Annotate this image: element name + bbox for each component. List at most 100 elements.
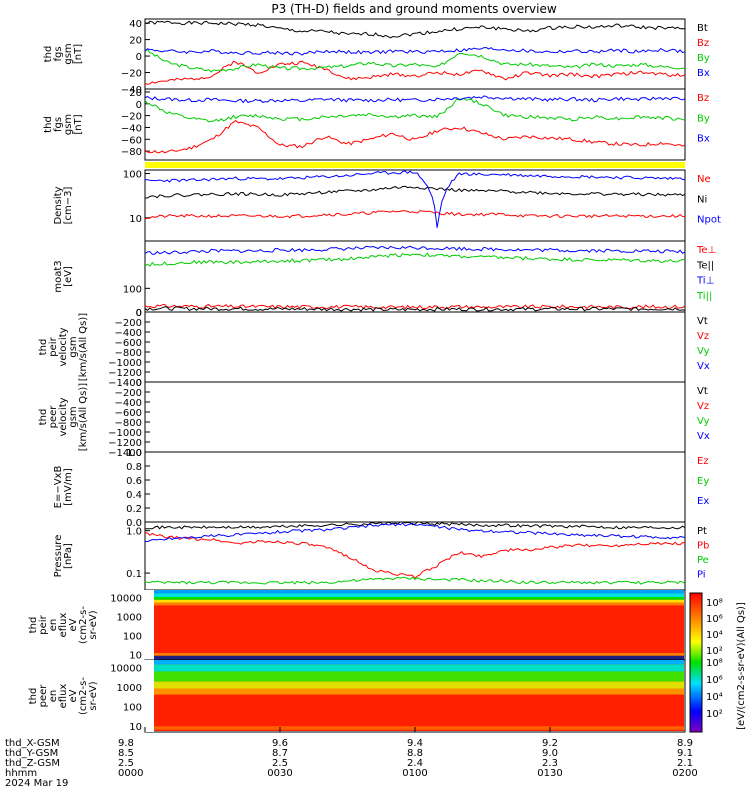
y-axis-label: Density — [53, 186, 64, 224]
y-tick-label: −400 — [115, 398, 142, 409]
series-Ti|| — [144, 252, 686, 267]
y-tick-label: 100 — [123, 631, 142, 642]
panel-thd_peir_en_eflux: 10000 1000 100 10 thd peir en eflux eV (cm2-s-sr-… — [28, 589, 686, 661]
spectrogram-band — [146, 597, 684, 600]
x-row-value: 8.9 — [677, 738, 693, 749]
y-tick-label: −1000 — [108, 358, 142, 369]
legend-Ez: Ez — [697, 456, 709, 467]
y-tick-label: 0 — [136, 52, 142, 63]
y-axis-label: [eV] — [63, 266, 74, 287]
y-axis-label: [nT] — [73, 114, 84, 134]
x-row-value: 0130 — [537, 768, 562, 779]
legend-By: By — [697, 113, 710, 124]
y-axis-label: sr-eV) — [88, 610, 99, 639]
y-axis-label: E=−VxB — [53, 466, 64, 509]
legend-Pe: Pe — [697, 555, 709, 566]
y-axis-label: [nPa] — [63, 543, 74, 569]
y-axis-label: [km/s(All Qs)] — [78, 383, 89, 451]
spectrogram-band — [146, 681, 684, 689]
y-axis-label: [nT] — [73, 44, 84, 64]
y-tick-label: 20 — [129, 36, 142, 47]
y-axis-label: sr-eV) — [88, 681, 99, 710]
series-Ni — [145, 185, 686, 199]
y-tick-label: 10 — [129, 214, 142, 225]
x-row-value: 2.5 — [272, 758, 288, 769]
legend-Pt: Pt — [697, 526, 707, 537]
spectrogram-gap — [144, 590, 154, 660]
spectrogram-band — [146, 660, 684, 665]
y-axis-label: peir — [38, 614, 49, 634]
x-row-name: thd_Z-GSM — [5, 758, 60, 769]
colorbar-tick: 10² — [706, 646, 723, 657]
y-tick-label: 40 — [129, 19, 142, 30]
plot-title: P3 (TH-D) fields and ground moments over… — [271, 2, 556, 16]
legend-Vx: Vx — [697, 361, 710, 372]
y-tick-label: −200 — [115, 318, 142, 329]
legend-Vz: Vz — [697, 331, 709, 342]
series-Bx — [144, 46, 686, 56]
panel-frame — [144, 311, 686, 383]
series-Pe — [144, 576, 686, 585]
x-row-value: 8.7 — [272, 748, 288, 759]
legend-Bt: Bt — [697, 23, 708, 34]
y-tick-label: 100 — [123, 703, 142, 714]
y-tick-label: 0.1 — [126, 569, 142, 580]
y-axis-label: [km/s(All Qs)] — [78, 313, 89, 381]
y-tick-label: 100 — [123, 170, 142, 181]
y-tick-label: 1000 — [117, 612, 142, 623]
y-tick-label: −800 — [115, 418, 142, 429]
y-axis-label: [mV/m] — [63, 468, 74, 506]
y-tick-label: 0.4 — [126, 490, 142, 501]
x-row-value: 2.4 — [407, 758, 423, 769]
x-row-value: 9.1 — [677, 748, 693, 759]
y-axis-label: Pressure — [53, 535, 64, 578]
legend-Vy: Vy — [697, 416, 710, 427]
legend-Pb: Pb — [697, 541, 709, 552]
y-axis-label: gsm — [63, 114, 74, 135]
panel-thd_e_vxb: 1.0 0.8 0.6 0.4 0.2 0.0 E=−VxB [mV/m] Ez Ey Ex — [53, 448, 709, 529]
legend-Pi: Pi — [697, 570, 706, 581]
legend-Vt: Vt — [697, 316, 708, 327]
y-axis-label: fgs — [53, 117, 64, 132]
panel-thd_peer_en_eflux: 10000 1000 100 10 thd peer en eflux eV (cm2-s-sr-… — [28, 659, 686, 733]
y-tick-label: −400 — [115, 328, 142, 339]
y-axis-label: gsm — [68, 336, 79, 357]
y-tick-label: −40 — [121, 123, 142, 134]
y-axis-label: peer — [48, 405, 59, 429]
x-row-name: thd_X-GSM — [5, 738, 60, 749]
legend-Ni: Ni — [697, 194, 707, 205]
panel-frame — [144, 169, 686, 242]
y-tick-label: 1.0 — [126, 527, 142, 538]
y-tick-label: −1200 — [108, 438, 142, 449]
colorbar-tick: 10⁶ — [706, 614, 723, 625]
y-tick-label: 1.0 — [126, 448, 142, 459]
x-row-value: 2.5 — [118, 758, 134, 769]
series-By — [144, 97, 686, 123]
y-axis-label: thd — [43, 46, 54, 63]
y-tick-label: 0 — [136, 100, 142, 111]
x-row-value: 0200 — [672, 768, 697, 779]
series-Pt — [145, 521, 686, 530]
y-axis-label: thd — [38, 409, 49, 426]
legend-Ex: Ex — [697, 496, 709, 507]
y-tick-label: −800 — [115, 348, 142, 359]
y-tick-label: 1000 — [117, 683, 142, 694]
x-axis-labels: thd_X-GSM 9.8 9.6 9.4 9.2 8.9 thd_Y-GSM 8.5 8.7 8… — [5, 727, 698, 789]
colorbar-tick: 10⁸ — [706, 658, 723, 669]
spectrogram-band — [146, 664, 684, 672]
legend-Ey: Ey — [697, 476, 709, 487]
colorbar-tick: 10⁴ — [706, 630, 723, 641]
y-axis-label: moat3 — [53, 260, 64, 292]
legend-Npot: Npot — [697, 215, 721, 226]
series-Bz — [144, 119, 686, 154]
colorbar-tick: 10⁴ — [706, 692, 723, 703]
colorbar-tick: 10² — [706, 709, 723, 720]
y-tick-label: −1200 — [108, 368, 142, 379]
y-axis-label: gsm — [63, 43, 74, 64]
y-tick-label: 10 — [129, 722, 142, 733]
x-row-value: 8.5 — [118, 748, 134, 759]
spectrogram-band — [146, 590, 684, 594]
series-Npot — [144, 170, 686, 228]
